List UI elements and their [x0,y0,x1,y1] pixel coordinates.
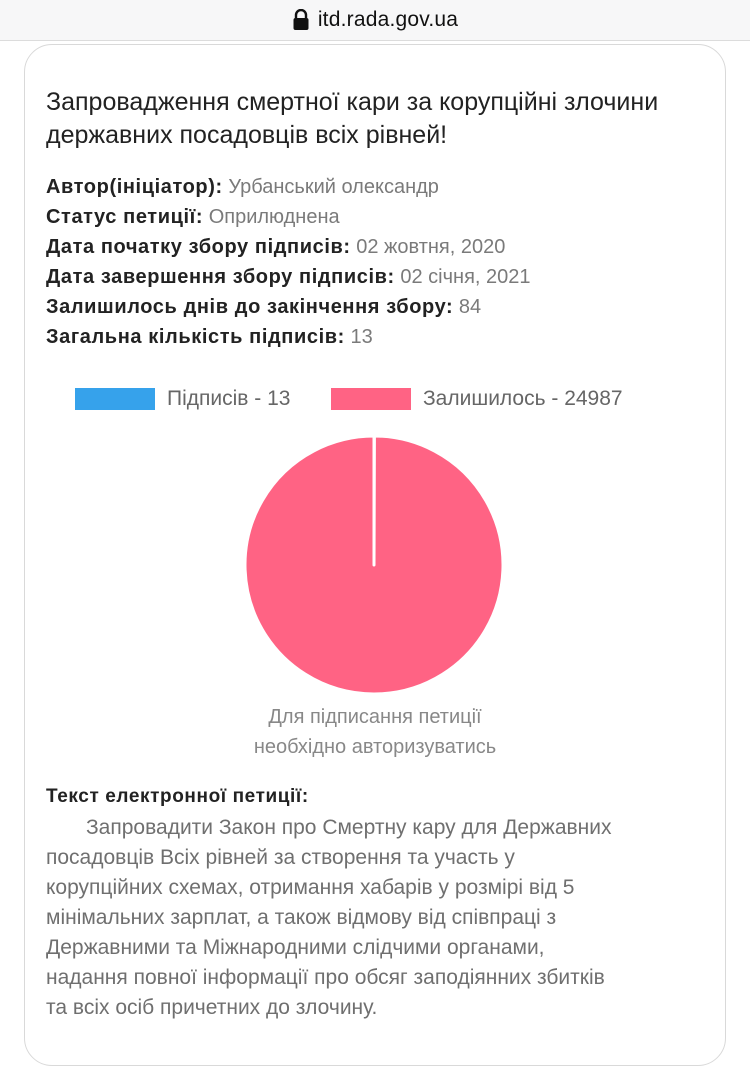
meta-value: 02 жовтня, 2020 [356,236,505,258]
petition-text-line: посадовців Всіх рівней за створення та у… [46,843,706,873]
meta-value: 13 [350,326,372,348]
petition-text-line: та всіх осіб причетних до злочину. [46,993,706,1023]
meta-label: Автор(ініціатор): [46,176,223,198]
meta-days-left: Залишилось днів до закінчення збору: 84 [46,292,726,322]
legend-swatch [75,388,155,410]
meta-value: 84 [459,296,481,318]
address-bar[interactable]: itd.rada.gov.ua [0,0,750,41]
petition-text-line: корупційних схемах, отримання хабарів у … [46,873,706,903]
meta-value: Урбанський олександр [228,176,439,198]
meta-value: 02 січня, 2021 [400,266,530,288]
petition-text-heading: Текст електронної петиції: [46,786,309,808]
auth-required-note: Для підписання петиції необхідно авториз… [150,702,600,762]
petition-text-line: Державними та Міжнародними слідчими орга… [46,933,706,963]
auth-note-line: Для підписання петиції [150,702,600,732]
meta-label: Дата початку збору підписів: [46,236,351,258]
meta-label: Залишилось днів до закінчення збору: [46,296,453,318]
pie-chart [244,435,504,695]
meta-label: Статус петиції: [46,206,203,228]
url-domain[interactable]: itd.rada.gov.ua [318,8,458,32]
meta-status: Статус петиції: Оприлюднена [46,202,726,232]
legend-item-remaining[interactable]: Залишилось - 24987 [331,387,623,411]
chart-legend: Підписів - 13 Залишилось - 24987 [75,387,695,421]
meta-author: Автор(ініціатор): Урбанський олександр [46,172,726,202]
legend-label: Залишилось - 24987 [423,387,623,411]
meta-end-date: Дата завершення збору підписів: 02 січня… [46,262,726,292]
petition-text-line: мінімальних зарплат, а також відмову від… [46,903,706,933]
meta-label: Дата завершення збору підписів: [46,266,395,288]
meta-label: Загальна кількість підписів: [46,326,345,348]
legend-label: Підписів - 13 [167,387,290,411]
petition-text-line: надання повної інформації про обсяг запо… [46,963,706,993]
petition-text-line: Запровадити Закон про Смертну кару для Д… [46,813,706,843]
meta-start-date: Дата початку збору підписів: 02 жовтня, … [46,232,726,262]
petition-meta: Автор(ініціатор): Урбанський олександр С… [46,172,726,352]
legend-item-signatures[interactable]: Підписів - 13 [75,387,290,411]
meta-total-signatures: Загальна кількість підписів: 13 [46,322,726,352]
meta-value: Оприлюднена [209,206,340,228]
petition-text: Запровадити Закон про Смертну кару для Д… [46,813,706,1023]
petition-title: Запровадження смертної кари за корупційн… [46,86,686,152]
legend-swatch [331,388,411,410]
lock-icon [292,9,310,31]
auth-note-line: необхідно авторизуватись [150,732,600,762]
pie-slice-remaining[interactable] [245,436,503,694]
